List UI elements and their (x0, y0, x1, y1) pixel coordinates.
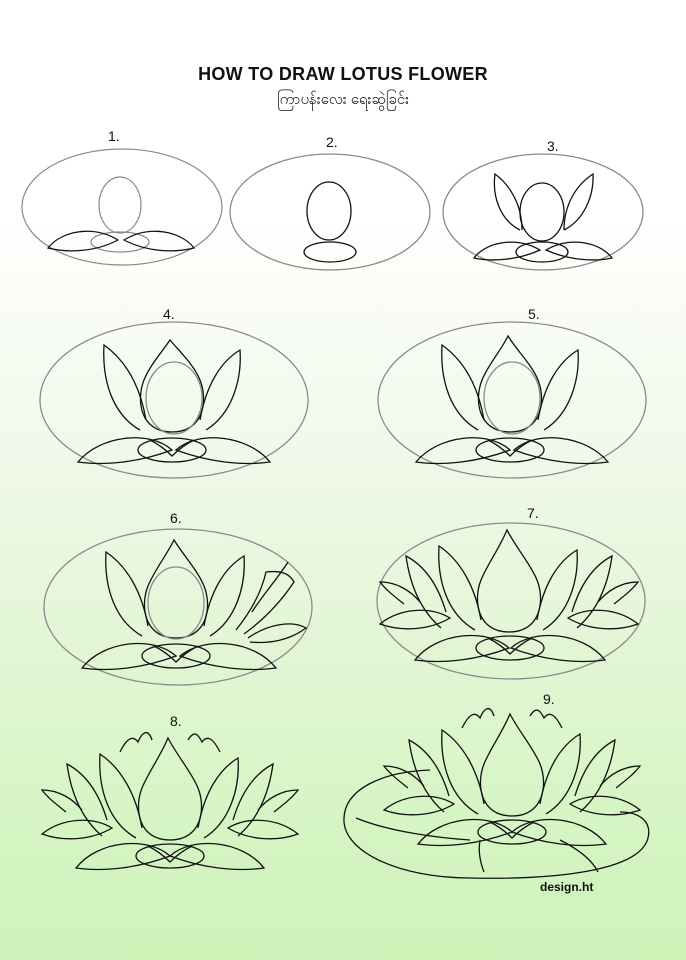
step-7-drawing (376, 522, 646, 680)
step-3-number: 3. (547, 138, 559, 154)
step-1-drawing (21, 148, 223, 266)
step-9-drawing (343, 708, 650, 879)
step-2-drawing (229, 153, 431, 271)
page-title: HOW TO DRAW LOTUS FLOWER (198, 64, 488, 84)
step-6-number: 6. (170, 510, 182, 526)
step-3-drawing (442, 153, 644, 271)
step-6-drawing (43, 528, 313, 686)
step-1-number: 1. (108, 128, 120, 144)
step-7-number: 7. (527, 505, 539, 521)
step-9-number: 9. (543, 691, 555, 707)
step-4-drawing (39, 321, 309, 479)
step-2-number: 2. (326, 134, 338, 150)
step-5-number: 5. (528, 306, 540, 322)
step-5-drawing (377, 321, 647, 479)
step-4-number: 4. (163, 306, 175, 322)
page-subtitle: ကြာပန်းလေး ရေးဆွဲခြင်း (277, 91, 409, 108)
step-8-drawing (40, 732, 300, 871)
step-8-number: 8. (170, 713, 182, 729)
credit-text: design.ht (540, 880, 594, 894)
